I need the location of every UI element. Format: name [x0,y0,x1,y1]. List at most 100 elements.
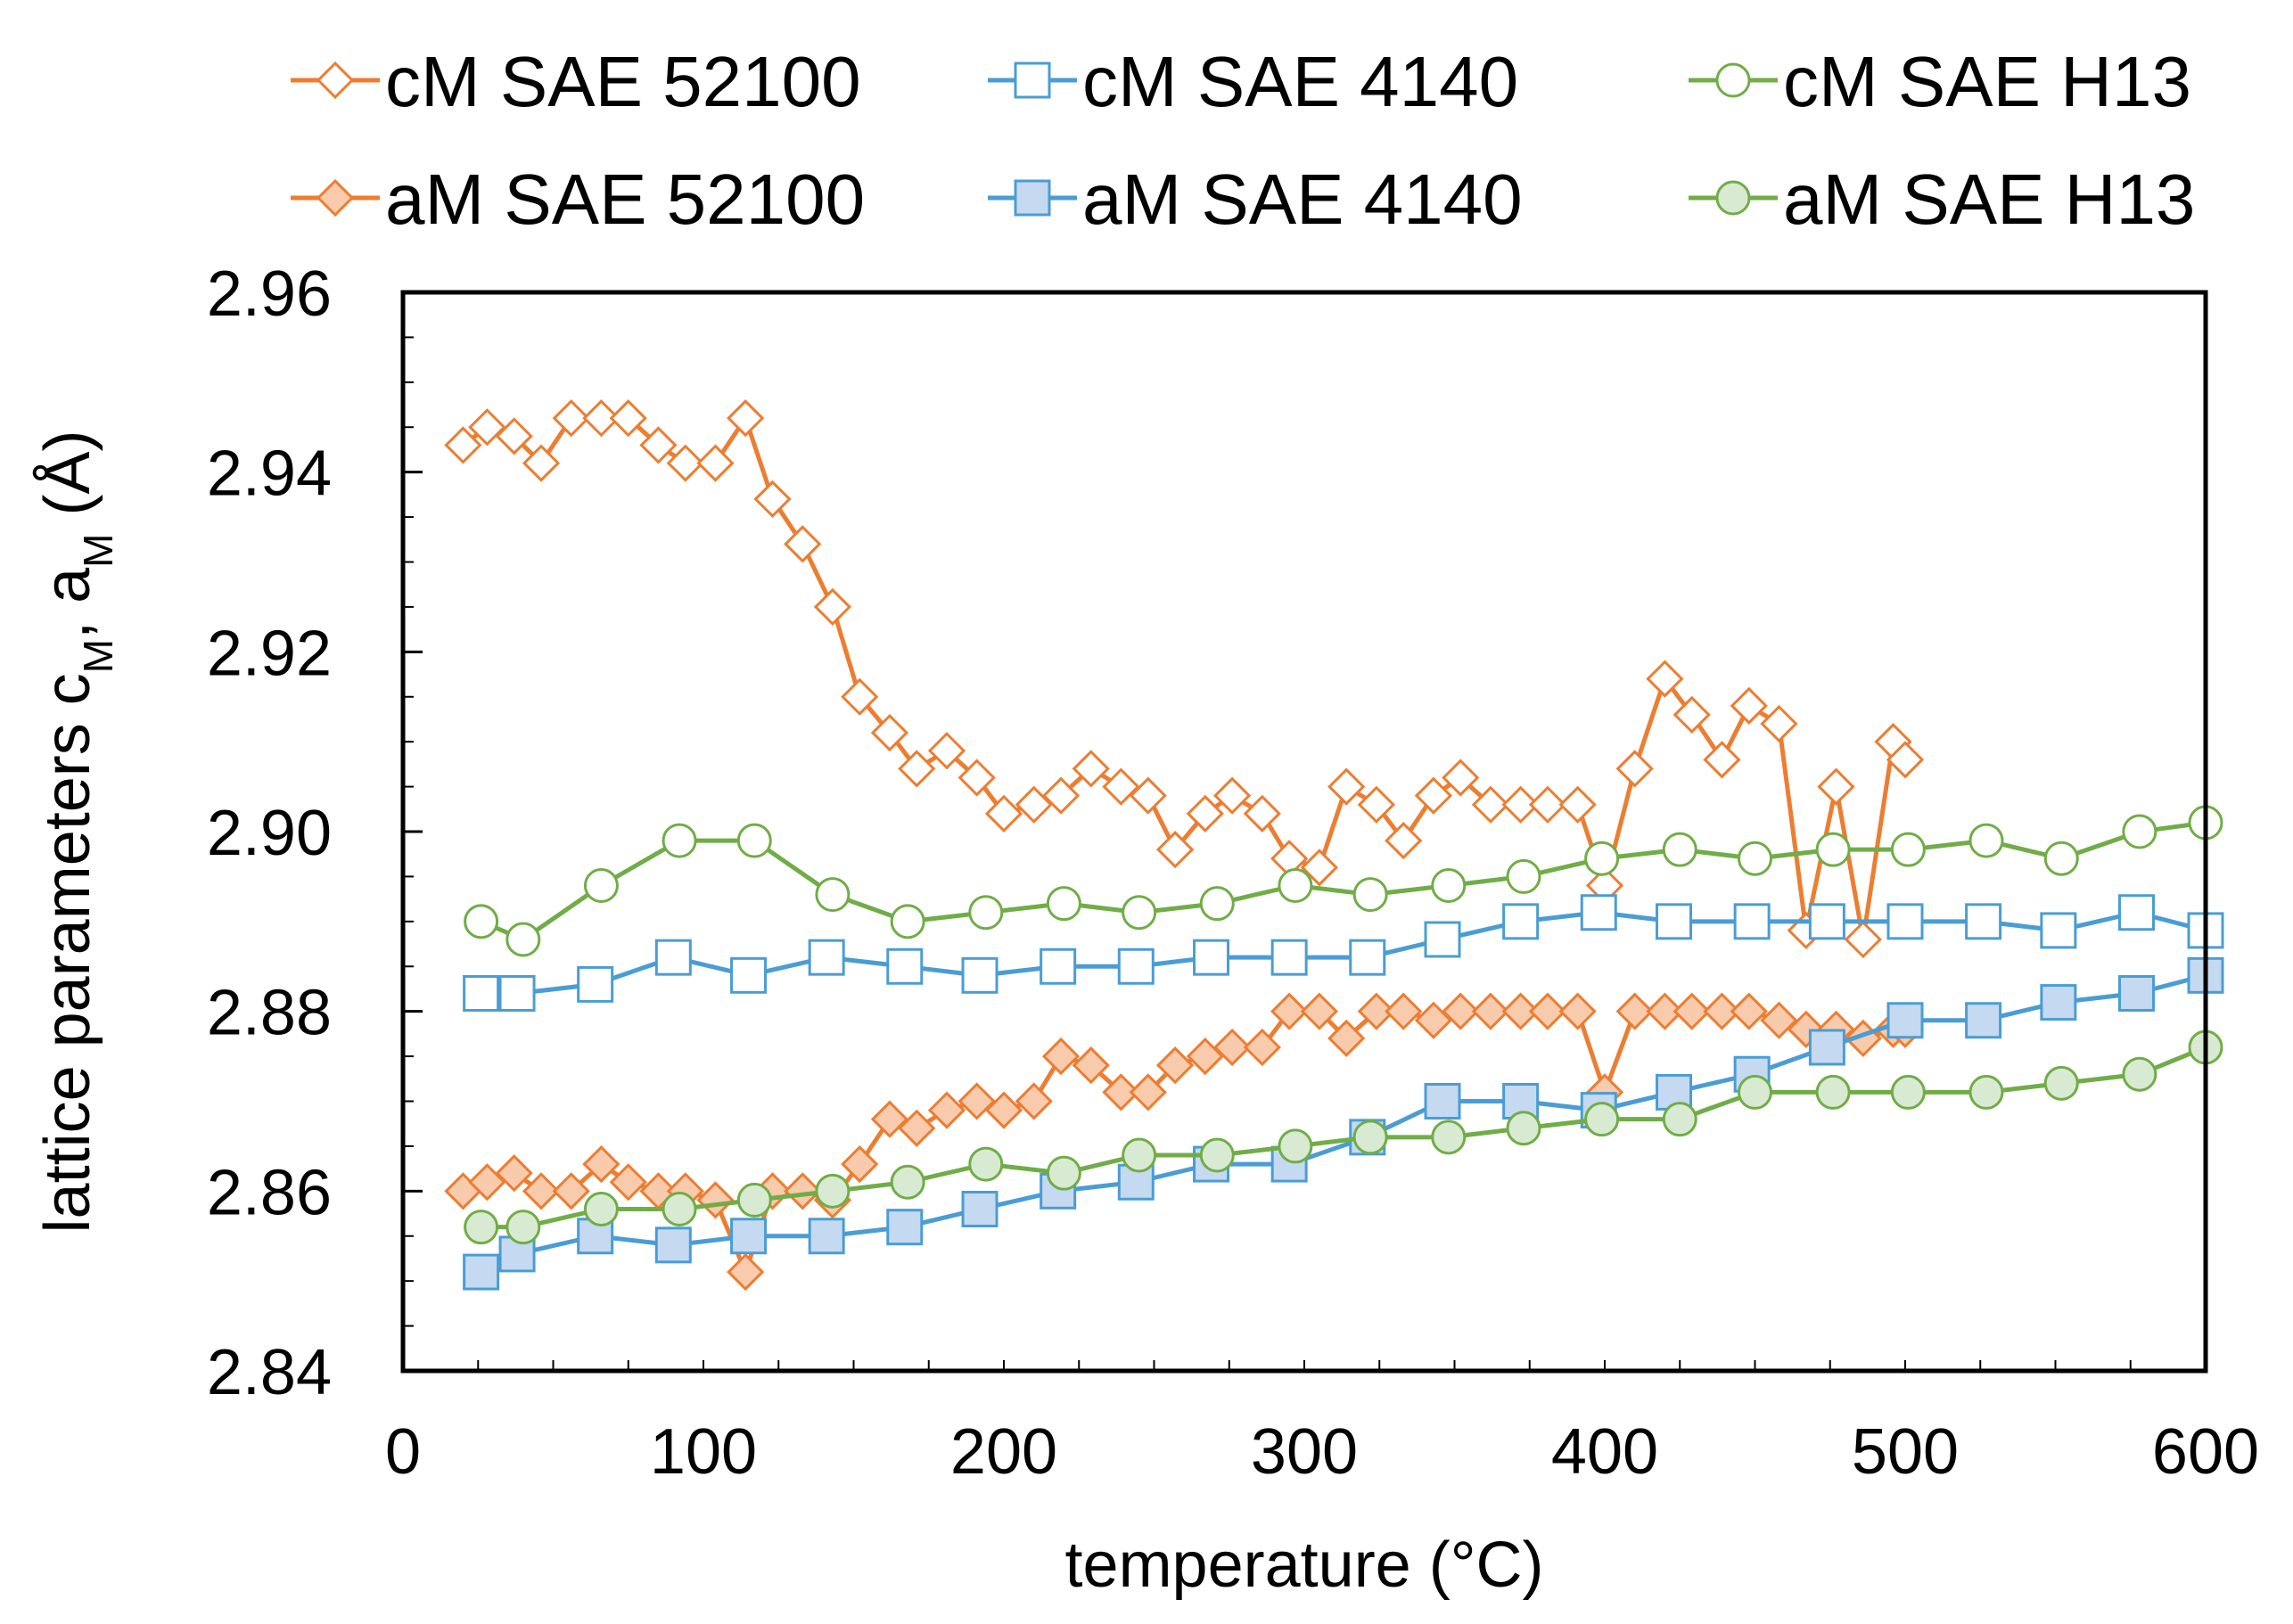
data-point [582,399,621,438]
y-tick-label: 2.84 [207,1337,332,1408]
data-point [1424,921,1461,958]
data-point [1129,776,1167,815]
data-point [1442,992,1480,1030]
data-point [1155,1046,1195,1085]
data-point [1733,903,1771,940]
legend-label: aM SAE H13 [1783,160,2195,239]
data-point [1102,767,1140,806]
data-point [495,417,533,455]
data-point [1414,776,1453,815]
data-point [1501,785,1540,824]
data-point [1040,947,1077,985]
data-point [730,956,768,994]
legend-label: cM SAE H13 [1783,42,2191,121]
data-point [1815,1074,1851,1110]
data-point [1886,741,1925,779]
legend-label: cM SAE 52100 [385,42,861,121]
data-point [841,1144,879,1184]
x-tick-label: 200 [950,1416,1057,1488]
y-tick-label: 2.90 [207,798,332,869]
data-point [870,713,909,752]
data-point [2043,1065,2079,1101]
data-point [1584,841,1620,876]
data-point [753,480,792,519]
data-point [890,904,925,939]
data-point [654,1226,692,1264]
legend-entry-cm-sae-52100: cM SAE 52100 [291,42,861,121]
data-point [1703,741,1741,779]
series-cm-sae-h13 [464,805,2223,957]
data-point [1431,868,1467,903]
data-point [2040,984,2077,1021]
x-tick-label: 100 [650,1416,757,1488]
legend-marker [316,61,355,100]
data-point [1506,1111,1541,1146]
data-point [1015,1082,1053,1120]
y-axis-title: lattice parameters cM, aM (Å) [32,431,121,1234]
data-point [1528,785,1567,824]
series-am-sae-h13 [464,1029,2223,1245]
x-axis: 0 100 200 300 400 500 600 [385,1360,2259,1488]
series-am-sae-4140 [463,956,2224,1291]
y-axis-title-sub2: M [75,534,121,568]
data-point [1506,858,1541,894]
data-point [1122,1137,1157,1173]
legend-marker [316,178,355,217]
data-point [1662,1102,1697,1137]
data-point [1212,1028,1252,1067]
data-point [1760,1001,1798,1039]
data-point [463,1253,500,1291]
data-point [498,975,536,1012]
data-point [727,1252,765,1292]
plot-series [444,399,2224,1292]
data-point [2043,841,2079,876]
data-point [1817,767,1855,806]
legend-label: aM SAE 4140 [1082,160,1523,239]
data-point [898,1109,936,1147]
y-axis-title-sep: , a [32,567,103,639]
data-point [1703,992,1741,1030]
data-point [609,1163,647,1202]
data-point [444,426,482,464]
data-point [1243,794,1281,833]
data-point [1760,704,1798,743]
y-tick-label: 2.96 [207,258,332,330]
data-point [1615,750,1654,788]
data-point [957,1082,996,1120]
data-point [1968,823,2004,858]
legend-entry-am-sae-h13: aM SAE H13 [1689,160,2195,239]
legend-label: cM SAE 4140 [1082,42,1518,121]
x-axis-title: temperature (°C) [1065,1530,1544,1601]
data-point [727,399,765,438]
data-point [2122,1056,2157,1092]
series-cm-sae-52100 [444,399,1925,959]
data-point [957,759,996,797]
data-point [2117,975,2155,1012]
x-tick-label: 400 [1551,1416,1658,1488]
data-point [1431,1120,1467,1155]
data-point [1102,1073,1140,1111]
data-point [1385,821,1423,860]
data-point [1738,841,1772,876]
data-point [1072,750,1110,788]
data-point [886,1209,924,1246]
data-point [1270,939,1308,976]
data-point [1046,1155,1081,1191]
y-axis-title-unit: (Å) [32,431,103,534]
data-point [968,895,1004,931]
data-point [1199,886,1235,922]
data-point [1808,1029,1845,1066]
x-tick-label: 500 [1852,1416,1959,1488]
data-point [1672,992,1711,1030]
data-point [1414,1001,1453,1039]
data-point [1300,849,1338,887]
data-point [1349,939,1386,976]
data-point [1968,1074,2004,1110]
data-point [1041,1037,1081,1076]
data-point [984,1091,1023,1129]
data-point [522,1172,561,1210]
data-point [813,587,852,627]
data-point [808,1218,845,1255]
data-point [583,1192,619,1226]
